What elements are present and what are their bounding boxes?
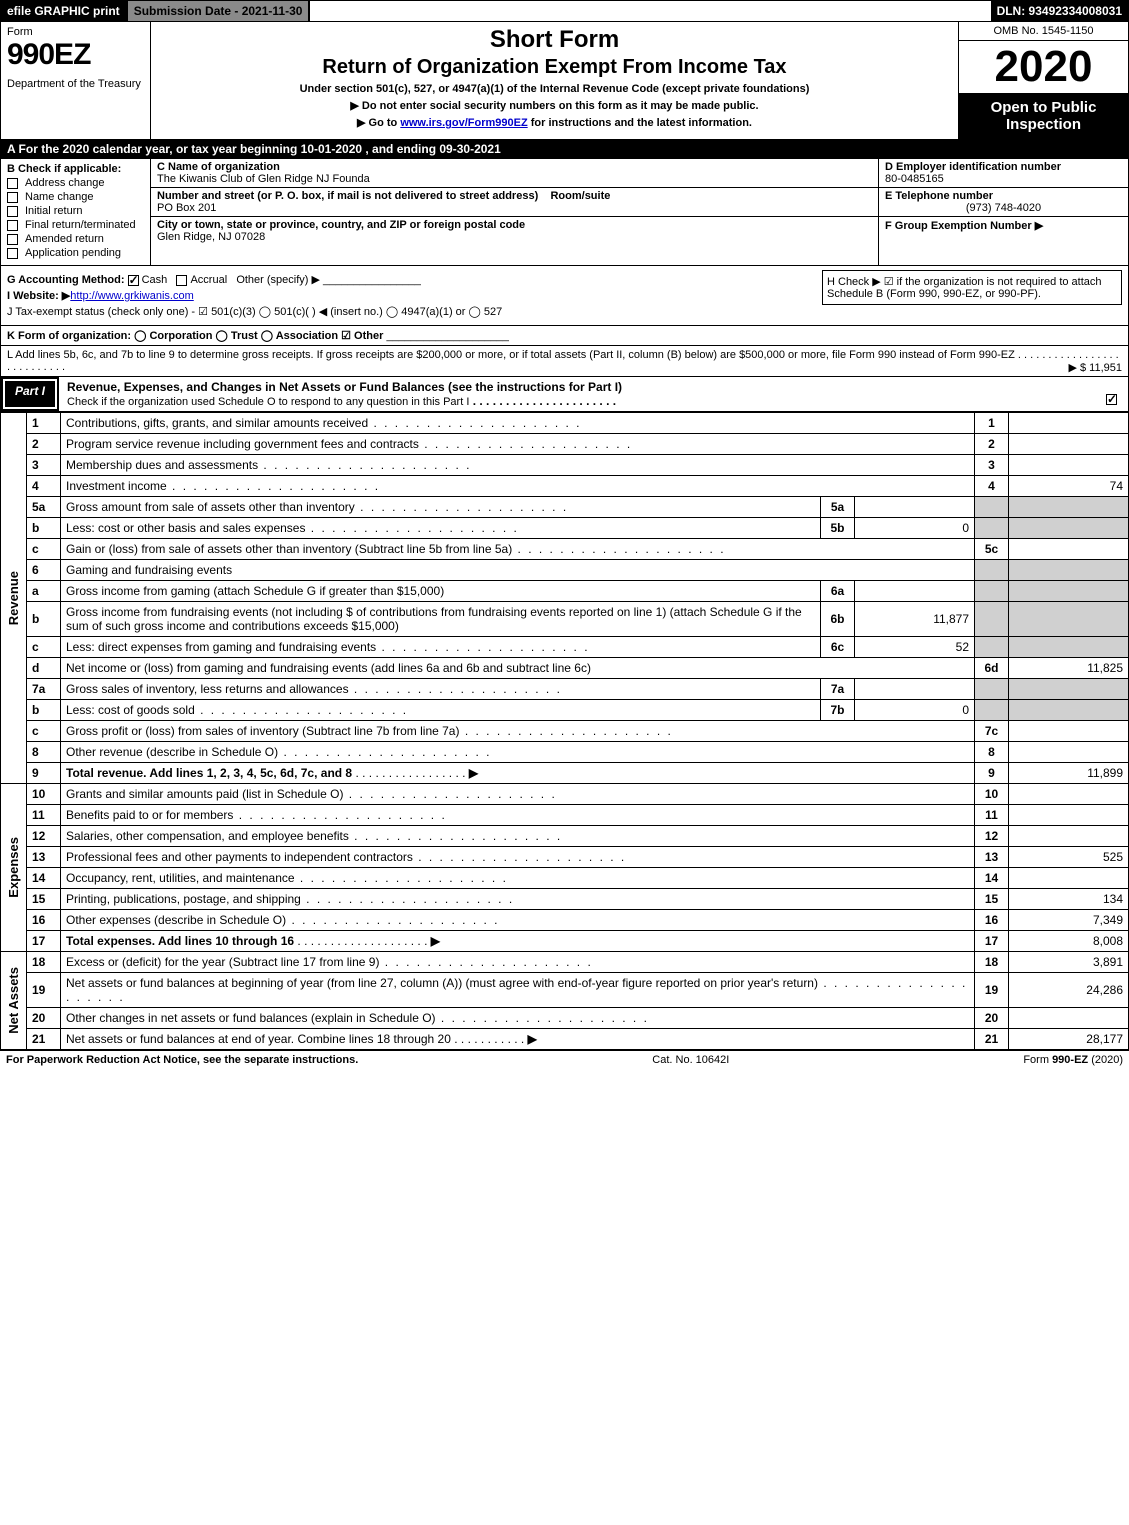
title-short-form: Short Form <box>161 26 948 54</box>
section-bcd: B Check if applicable: Address change Na… <box>0 159 1129 266</box>
table-row: 11Benefits paid to or for members11 <box>1 805 1129 826</box>
website-link[interactable]: http://www.grkiwanis.com <box>70 290 193 302</box>
line-k: K Form of organization: ◯ Corporation ◯ … <box>0 326 1129 346</box>
chk-initial-return[interactable]: Initial return <box>7 205 144 217</box>
part1-header: Part I Revenue, Expenses, and Changes in… <box>0 377 1129 412</box>
irs-link[interactable]: www.irs.gov/Form990EZ <box>400 117 527 129</box>
table-row: Revenue 1 Contributions, gifts, grants, … <box>1 413 1129 434</box>
table-row: d Net income or (loss) from gaming and f… <box>1 658 1129 679</box>
c-addr: PO Box 201 <box>157 202 872 214</box>
title-return: Return of Organization Exempt From Incom… <box>161 56 948 79</box>
c-city-lbl: City or town, state or province, country… <box>157 219 872 231</box>
omb-number: OMB No. 1545-1150 <box>959 22 1128 41</box>
subtitle-ssn: ▶ Do not enter social security numbers o… <box>161 99 948 112</box>
subtitle-goto: ▶ Go to www.irs.gov/Form990EZ for instru… <box>161 116 948 129</box>
table-row: Net Assets 18 Excess or (deficit) for th… <box>1 952 1129 973</box>
form-number: 990EZ <box>7 38 144 72</box>
table-row: c Gain or (loss) from sale of assets oth… <box>1 539 1129 560</box>
top-bar: efile GRAPHIC print Submission Date - 20… <box>0 0 1129 22</box>
chk-name-change[interactable]: Name change <box>7 191 144 203</box>
table-row: b Less: cost of goods sold 7b 0 <box>1 700 1129 721</box>
chk-final-return[interactable]: Final return/terminated <box>7 219 144 231</box>
col-d-ids: D Employer identification number 80-0485… <box>878 159 1128 265</box>
table-row: c Gross profit or (loss) from sales of i… <box>1 721 1129 742</box>
chk-address-change[interactable]: Address change <box>7 177 144 189</box>
e-tel-lbl: E Telephone number <box>885 190 1122 202</box>
footer: For Paperwork Reduction Act Notice, see … <box>0 1050 1129 1069</box>
table-row: 17 Total expenses. Add lines 10 through … <box>1 931 1129 952</box>
table-row: 13Professional fees and other payments t… <box>1 847 1129 868</box>
d-ein-lbl: D Employer identification number <box>885 161 1122 173</box>
form-header: Form 990EZ Department of the Treasury Sh… <box>0 22 1129 140</box>
open-to-public: Open to Public Inspection <box>959 93 1128 139</box>
tax-year: 2020 <box>959 41 1128 93</box>
chk-amended[interactable]: Amended return <box>7 233 144 245</box>
col-b-check: B Check if applicable: Address change Na… <box>1 159 151 265</box>
dln: DLN: 93492334008031 <box>991 1 1128 21</box>
table-row: c Less: direct expenses from gaming and … <box>1 637 1129 658</box>
footer-left: For Paperwork Reduction Act Notice, see … <box>6 1054 358 1066</box>
c-name-lbl: C Name of organization <box>157 161 872 173</box>
table-row: 8 Other revenue (describe in Schedule O)… <box>1 742 1129 763</box>
e-tel: (973) 748-4020 <box>885 202 1122 214</box>
b-label: B Check if applicable: <box>7 163 144 175</box>
part1-table: Revenue 1 Contributions, gifts, grants, … <box>0 412 1129 1050</box>
table-row: 21 Net assets or fund balances at end of… <box>1 1029 1129 1050</box>
header-right: OMB No. 1545-1150 2020 Open to Public In… <box>958 22 1128 139</box>
table-row: 16Other expenses (describe in Schedule O… <box>1 910 1129 931</box>
header-left: Form 990EZ Department of the Treasury <box>1 22 151 139</box>
chk-pending[interactable]: Application pending <box>7 247 144 259</box>
form-label: Form <box>7 26 144 38</box>
c-name: The Kiwanis Club of Glen Ridge NJ Founda <box>157 173 872 185</box>
table-row: 4 Investment income 4 74 <box>1 476 1129 497</box>
line-h: H Check ▶ ☑ if the organization is not r… <box>822 270 1122 305</box>
table-row: 2 Program service revenue including gove… <box>1 434 1129 455</box>
table-row: 3 Membership dues and assessments 3 <box>1 455 1129 476</box>
table-row: 7a Gross sales of inventory, less return… <box>1 679 1129 700</box>
line-j: J Tax-exempt status (check only one) - ☑… <box>7 305 1122 318</box>
submission-date: Submission Date - 2021-11-30 <box>126 1 311 21</box>
table-row: b Gross income from fundraising events (… <box>1 602 1129 637</box>
table-row: 5a Gross amount from sale of assets othe… <box>1 497 1129 518</box>
table-row: 9 Total revenue. Add lines 1, 2, 3, 4, 5… <box>1 763 1129 784</box>
department: Department of the Treasury <box>7 72 144 90</box>
table-row: 19Net assets or fund balances at beginni… <box>1 973 1129 1008</box>
col-c-org: C Name of organization The Kiwanis Club … <box>151 159 878 265</box>
c-city: Glen Ridge, NJ 07028 <box>157 231 872 243</box>
top-spacer <box>310 1 990 21</box>
side-netassets: Net Assets <box>6 967 21 1034</box>
c-addr-lbl: Number and street (or P. O. box, if mail… <box>157 190 872 202</box>
table-row: 20Other changes in net assets or fund ba… <box>1 1008 1129 1029</box>
table-row: Expenses 10 Grants and similar amounts p… <box>1 784 1129 805</box>
part1-tag: Part I <box>3 379 57 409</box>
table-row: 12Salaries, other compensation, and empl… <box>1 826 1129 847</box>
line-l: L Add lines 5b, 6c, and 7b to line 9 to … <box>0 346 1129 377</box>
meta-ghij: G Accounting Method: Cash Accrual Other … <box>0 266 1129 326</box>
row-a-tax-year: A For the 2020 calendar year, or tax yea… <box>0 140 1129 159</box>
subtitle-section: Under section 501(c), 527, or 4947(a)(1)… <box>161 83 948 95</box>
table-row: 6 Gaming and fundraising events <box>1 560 1129 581</box>
table-row: b Less: cost or other basis and sales ex… <box>1 518 1129 539</box>
d-ein: 80-0485165 <box>885 173 1122 185</box>
part1-title: Revenue, Expenses, and Changes in Net As… <box>59 377 1128 411</box>
table-row: 14Occupancy, rent, utilities, and mainte… <box>1 868 1129 889</box>
side-revenue: Revenue <box>6 571 21 625</box>
table-row: a Gross income from gaming (attach Sched… <box>1 581 1129 602</box>
footer-mid: Cat. No. 10642I <box>652 1054 729 1066</box>
footer-right: Form 990-EZ (2020) <box>1023 1054 1123 1066</box>
header-center: Short Form Return of Organization Exempt… <box>151 22 958 139</box>
side-expenses: Expenses <box>6 837 21 898</box>
f-group-lbl: F Group Exemption Number ▶ <box>885 219 1122 232</box>
table-row: 15Printing, publications, postage, and s… <box>1 889 1129 910</box>
efile-label: efile GRAPHIC print <box>1 1 126 21</box>
